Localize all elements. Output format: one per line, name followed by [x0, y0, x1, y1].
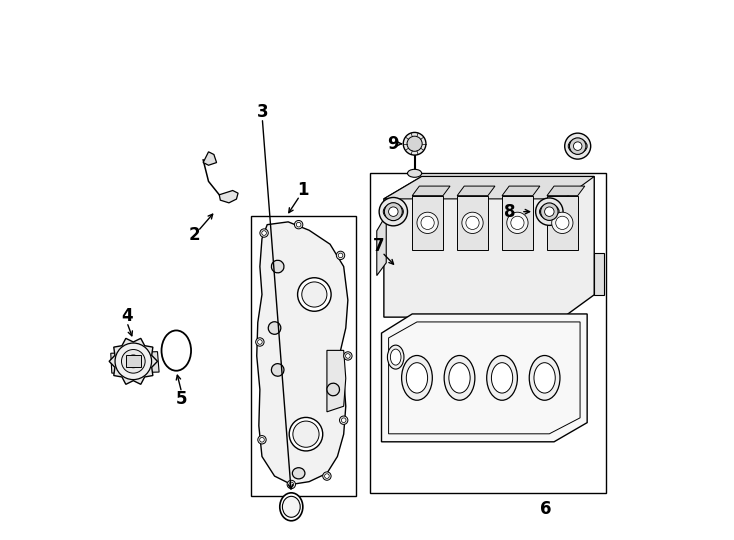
Circle shape: [341, 418, 346, 422]
Circle shape: [536, 198, 563, 225]
Ellipse shape: [529, 355, 560, 400]
Ellipse shape: [268, 322, 281, 334]
Ellipse shape: [401, 355, 432, 400]
Ellipse shape: [449, 363, 470, 393]
Ellipse shape: [280, 493, 303, 521]
Polygon shape: [257, 222, 348, 484]
Circle shape: [323, 472, 331, 480]
Circle shape: [506, 212, 528, 233]
Circle shape: [403, 132, 426, 155]
Circle shape: [421, 216, 435, 229]
Text: 1: 1: [297, 181, 308, 199]
Circle shape: [336, 251, 345, 260]
Polygon shape: [377, 215, 386, 275]
Circle shape: [462, 212, 483, 233]
Polygon shape: [502, 186, 540, 195]
Circle shape: [324, 474, 330, 478]
Polygon shape: [413, 195, 443, 250]
Circle shape: [466, 216, 479, 229]
Text: 8: 8: [504, 202, 515, 221]
Polygon shape: [457, 195, 488, 250]
Ellipse shape: [327, 383, 340, 396]
Polygon shape: [595, 253, 603, 295]
Text: 6: 6: [539, 500, 551, 518]
Polygon shape: [502, 195, 533, 250]
Circle shape: [289, 417, 323, 451]
Circle shape: [379, 198, 407, 226]
Circle shape: [564, 133, 591, 159]
Circle shape: [407, 136, 422, 151]
Bar: [370, 173, 606, 493]
Text: 2: 2: [188, 226, 200, 244]
Circle shape: [297, 278, 331, 311]
Circle shape: [573, 142, 582, 150]
Polygon shape: [413, 186, 450, 195]
Circle shape: [289, 482, 294, 487]
Circle shape: [127, 355, 139, 368]
Polygon shape: [327, 350, 346, 412]
Ellipse shape: [272, 363, 284, 376]
Circle shape: [346, 354, 350, 358]
Ellipse shape: [272, 260, 284, 273]
Ellipse shape: [292, 468, 305, 479]
Circle shape: [340, 416, 348, 424]
Ellipse shape: [388, 345, 404, 369]
Circle shape: [388, 207, 398, 217]
Circle shape: [385, 202, 402, 221]
Polygon shape: [384, 177, 595, 317]
Circle shape: [511, 216, 524, 229]
Circle shape: [258, 340, 262, 345]
Circle shape: [540, 203, 558, 220]
Circle shape: [122, 349, 145, 373]
Circle shape: [260, 229, 268, 237]
Text: 7: 7: [373, 237, 385, 255]
Ellipse shape: [492, 363, 512, 393]
Polygon shape: [457, 186, 495, 195]
Circle shape: [258, 436, 266, 444]
Circle shape: [255, 338, 264, 346]
Circle shape: [297, 222, 301, 227]
Bar: [126, 355, 141, 367]
Ellipse shape: [487, 355, 517, 400]
Polygon shape: [203, 152, 217, 165]
Polygon shape: [111, 352, 159, 373]
Ellipse shape: [283, 496, 300, 517]
Circle shape: [570, 138, 586, 154]
Ellipse shape: [390, 349, 401, 365]
Polygon shape: [547, 195, 578, 250]
Polygon shape: [384, 177, 595, 199]
Circle shape: [338, 253, 343, 258]
Ellipse shape: [407, 363, 428, 393]
Polygon shape: [219, 191, 238, 203]
Circle shape: [545, 207, 554, 217]
Text: 9: 9: [388, 135, 399, 153]
Circle shape: [294, 220, 303, 229]
Circle shape: [115, 343, 152, 380]
Ellipse shape: [407, 170, 422, 177]
Circle shape: [293, 421, 319, 447]
Polygon shape: [547, 186, 585, 195]
Ellipse shape: [534, 363, 555, 393]
Circle shape: [417, 212, 438, 233]
Circle shape: [344, 352, 352, 360]
Circle shape: [556, 216, 569, 229]
Circle shape: [287, 480, 296, 489]
Text: 5: 5: [176, 390, 187, 408]
Polygon shape: [109, 339, 158, 384]
Polygon shape: [388, 322, 580, 434]
Text: 3: 3: [256, 103, 268, 120]
Circle shape: [552, 212, 573, 233]
Circle shape: [302, 282, 327, 307]
Circle shape: [260, 437, 264, 442]
Circle shape: [262, 231, 266, 235]
Text: 4: 4: [121, 307, 133, 325]
Ellipse shape: [444, 355, 475, 400]
Polygon shape: [382, 314, 587, 442]
Bar: [252, 217, 356, 496]
